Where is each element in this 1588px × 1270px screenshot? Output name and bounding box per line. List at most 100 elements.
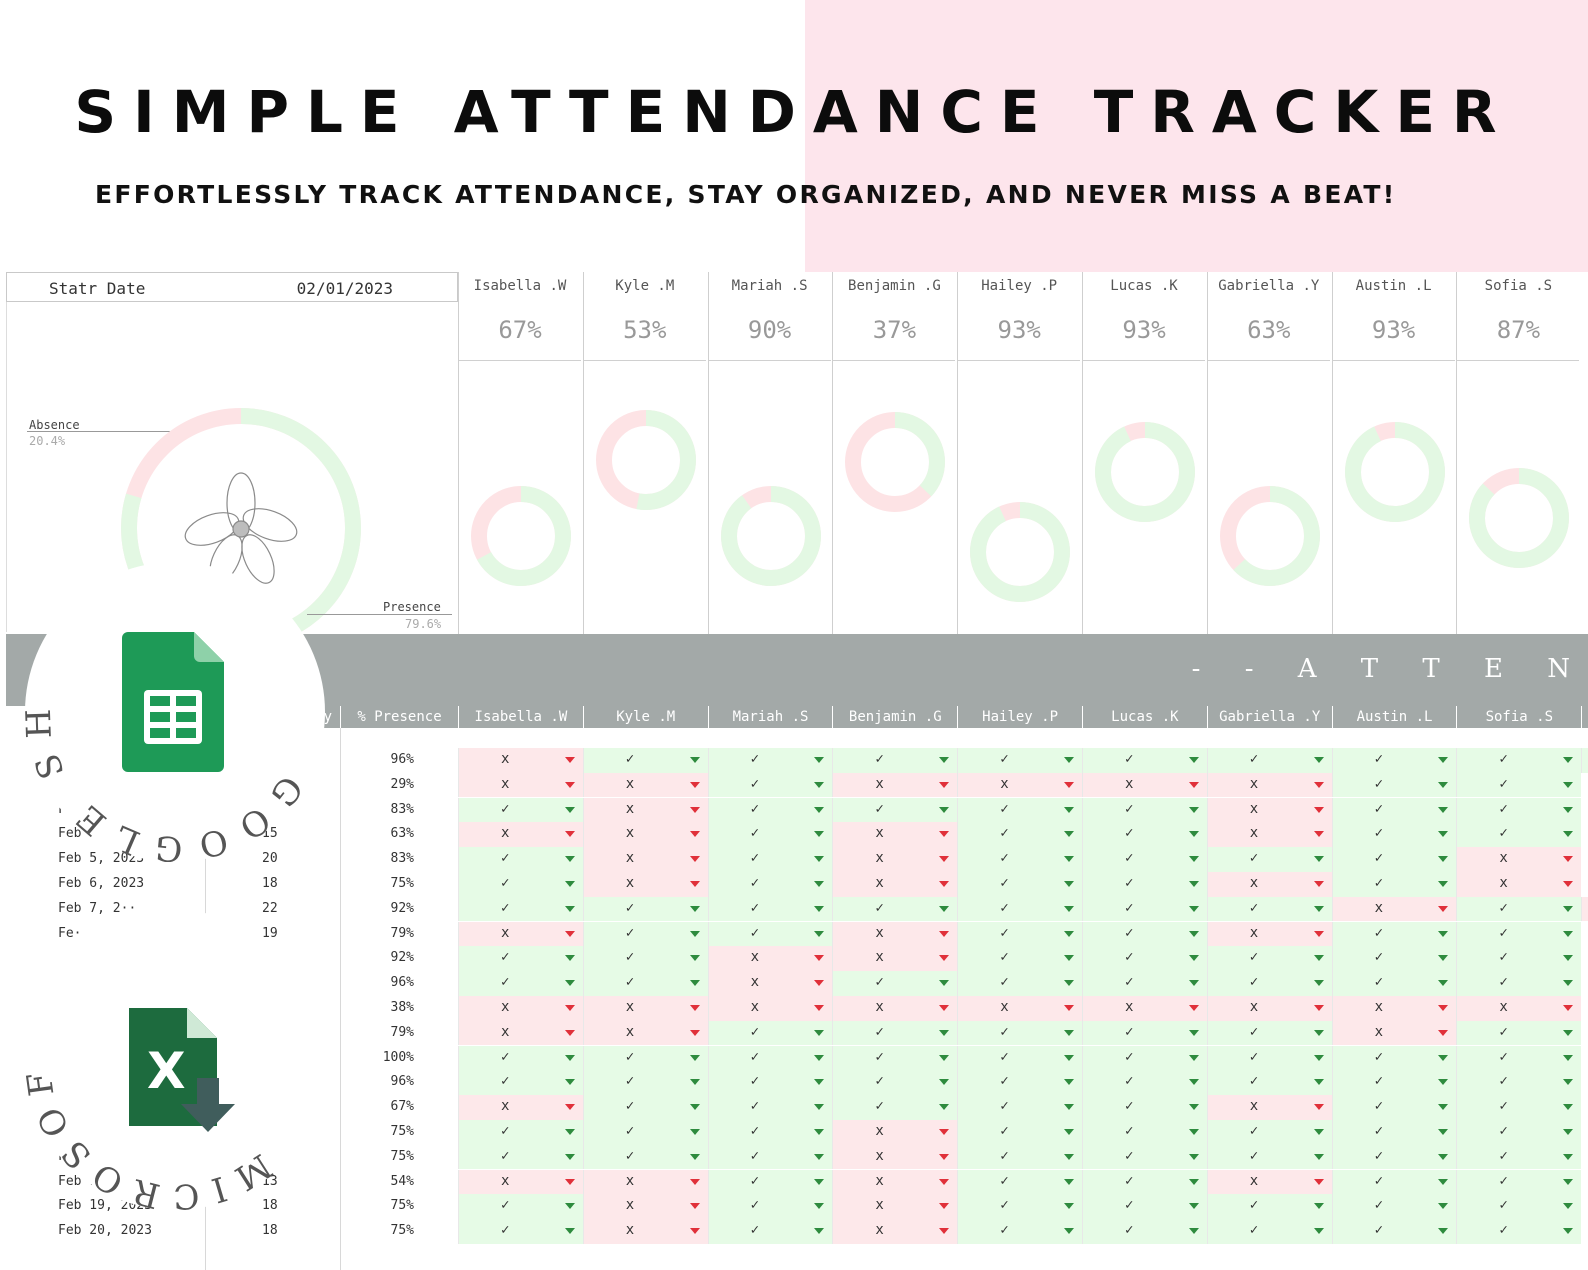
dropdown-arrow-icon[interactable] <box>1563 980 1574 987</box>
attendance-cell-present[interactable]: ✓ <box>1082 1095 1207 1120</box>
dropdown-arrow-icon[interactable] <box>939 1079 950 1086</box>
attendance-cell-present[interactable]: ✓ <box>1206 1144 1332 1170</box>
attendance-cell-present[interactable]: ✓ <box>1082 896 1207 922</box>
dropdown-arrow-icon[interactable] <box>1438 1129 1449 1135</box>
dropdown-arrow-icon[interactable] <box>1563 955 1574 962</box>
attendance-cell-present[interactable]: ✓ <box>582 1144 708 1170</box>
dropdown-arrow-icon[interactable] <box>1313 1054 1324 1061</box>
dropdown-arrow-icon[interactable] <box>1063 1203 1074 1210</box>
dropdown-arrow-icon[interactable] <box>564 856 575 863</box>
attendance-cell-present[interactable]: ✓ <box>1456 1095 1582 1120</box>
attendance-cell-absent[interactable]: x <box>1206 996 1332 1021</box>
attendance-cell-absent[interactable]: x <box>707 946 833 971</box>
attendance-cell-present[interactable]: ✓ <box>707 1045 833 1071</box>
dropdown-arrow-icon[interactable] <box>1313 1203 1324 1210</box>
attendance-cell-absent[interactable]: x <box>458 822 583 847</box>
attendance-cell-absent[interactable]: x <box>458 772 583 798</box>
attendance-cell-present[interactable]: ✓ <box>707 748 833 773</box>
attendance-cell-present[interactable]: ✓ <box>707 772 833 798</box>
dropdown-arrow-icon[interactable] <box>564 1228 575 1235</box>
dropdown-arrow-icon[interactable] <box>1563 781 1574 788</box>
dropdown-arrow-icon[interactable] <box>1188 1178 1199 1185</box>
attendance-cell-absent[interactable]: x <box>458 1020 583 1046</box>
attendance-cell-present[interactable]: ✓ <box>1456 1144 1582 1170</box>
dropdown-arrow-icon[interactable] <box>689 955 700 962</box>
dropdown-arrow-icon[interactable] <box>1563 905 1574 912</box>
dropdown-arrow-icon[interactable] <box>814 1203 825 1210</box>
dropdown-arrow-icon[interactable] <box>1188 806 1199 813</box>
dropdown-arrow-icon[interactable] <box>939 806 950 813</box>
dropdown-arrow-icon[interactable] <box>1563 881 1574 887</box>
attendance-cell-absent[interactable]: x <box>582 1194 708 1219</box>
attendance-cell-present[interactable]: ✓ <box>1331 772 1457 798</box>
attendance-cell-present[interactable]: ✓ <box>1082 872 1207 897</box>
dropdown-arrow-icon[interactable] <box>814 930 825 937</box>
dropdown-arrow-icon[interactable] <box>1188 781 1199 788</box>
attendance-cell-present[interactable]: ✓ <box>957 946 1082 971</box>
attendance-cell-present[interactable]: ✓ <box>832 896 958 922</box>
dropdown-arrow-icon[interactable] <box>1313 781 1324 788</box>
attendance-cell-present[interactable]: ✓ <box>832 1020 958 1046</box>
dropdown-arrow-icon[interactable] <box>814 856 825 863</box>
dropdown-arrow-icon[interactable] <box>939 1228 950 1235</box>
attendance-cell-present[interactable]: ✓ <box>1331 1144 1457 1170</box>
dropdown-arrow-icon[interactable] <box>814 757 825 763</box>
dropdown-arrow-icon[interactable] <box>939 980 950 987</box>
attendance-cell-absent[interactable]: x <box>1206 1095 1332 1120</box>
attendance-cell-present[interactable]: ✓ <box>1456 946 1582 971</box>
dropdown-arrow-icon[interactable] <box>1188 1005 1199 1011</box>
dropdown-arrow-icon[interactable] <box>1188 1129 1199 1135</box>
attendance-cell-present[interactable]: ✓ <box>582 1120 708 1145</box>
dropdown-arrow-icon[interactable] <box>564 1153 575 1160</box>
dropdown-arrow-icon[interactable] <box>814 1153 825 1160</box>
start-date-value[interactable]: 02/01/2023 <box>296 279 393 298</box>
dropdown-arrow-icon[interactable] <box>939 1203 950 1210</box>
dropdown-arrow-icon[interactable] <box>689 1178 700 1185</box>
attendance-cell-absent[interactable]: x <box>458 748 583 773</box>
attendance-cell-absent[interactable]: x <box>1082 772 1207 798</box>
attendance-cell-absent[interactable]: x <box>1082 996 1207 1021</box>
attendance-cell-absent[interactable]: x <box>832 921 958 947</box>
attendance-cell-absent[interactable]: x <box>582 1169 708 1195</box>
dropdown-arrow-icon[interactable] <box>689 1005 700 1011</box>
attendance-cell-present[interactable]: ✓ <box>832 748 958 773</box>
attendance-cell-present[interactable]: ✓ <box>1082 1169 1207 1195</box>
dropdown-arrow-icon[interactable] <box>1313 1005 1324 1011</box>
dropdown-arrow-icon[interactable] <box>814 905 825 912</box>
attendance-cell-present[interactable]: ✓ <box>707 1219 833 1244</box>
attendance-cell-present[interactable]: ✓ <box>707 872 833 897</box>
dropdown-arrow-icon[interactable] <box>1313 955 1324 962</box>
dropdown-arrow-icon[interactable] <box>814 881 825 887</box>
attendance-cell-absent[interactable]: x <box>582 847 708 872</box>
attendance-cell-present[interactable]: ✓ <box>957 872 1082 897</box>
attendance-cell-absent[interactable]: x <box>957 996 1082 1021</box>
dropdown-arrow-icon[interactable] <box>814 1005 825 1011</box>
attendance-cell-present[interactable]: ✓ <box>458 1219 583 1244</box>
attendance-cell-present[interactable]: ✓ <box>957 1070 1082 1095</box>
dropdown-arrow-icon[interactable] <box>1438 1005 1449 1011</box>
attendance-cell-present[interactable]: ✓ <box>1456 1219 1582 1244</box>
dropdown-arrow-icon[interactable] <box>1563 831 1574 838</box>
dropdown-arrow-icon[interactable] <box>1438 881 1449 887</box>
dropdown-arrow-icon[interactable] <box>939 1029 950 1036</box>
dropdown-arrow-icon[interactable] <box>689 1104 700 1111</box>
attendance-cell-present[interactable]: ✓ <box>1456 896 1582 922</box>
dropdown-arrow-icon[interactable] <box>1063 1153 1074 1160</box>
dropdown-arrow-icon[interactable] <box>1188 757 1199 763</box>
attendance-cell-present[interactable]: ✓ <box>1456 1070 1582 1095</box>
dropdown-arrow-icon[interactable] <box>1063 905 1074 912</box>
attendance-cell-present[interactable]: ✓ <box>1331 921 1457 947</box>
dropdown-arrow-icon[interactable] <box>1438 757 1449 763</box>
dropdown-arrow-icon[interactable] <box>689 1029 700 1036</box>
attendance-cell-present[interactable]: ✓ <box>957 1020 1082 1046</box>
attendance-cell-present[interactable]: ✓ <box>957 797 1082 823</box>
attendance-cell-absent[interactable]: x <box>582 996 708 1021</box>
attendance-cell-present[interactable]: ✓ <box>1331 1070 1457 1095</box>
dropdown-arrow-icon[interactable] <box>814 831 825 838</box>
dropdown-arrow-icon[interactable] <box>814 1054 825 1061</box>
attendance-cell-present[interactable]: ✓ <box>458 971 583 996</box>
attendance-cell-absent[interactable]: x <box>582 1219 708 1244</box>
dropdown-arrow-icon[interactable] <box>939 881 950 887</box>
dropdown-arrow-icon[interactable] <box>1438 856 1449 863</box>
attendance-cell-absent[interactable]: x <box>832 946 958 971</box>
